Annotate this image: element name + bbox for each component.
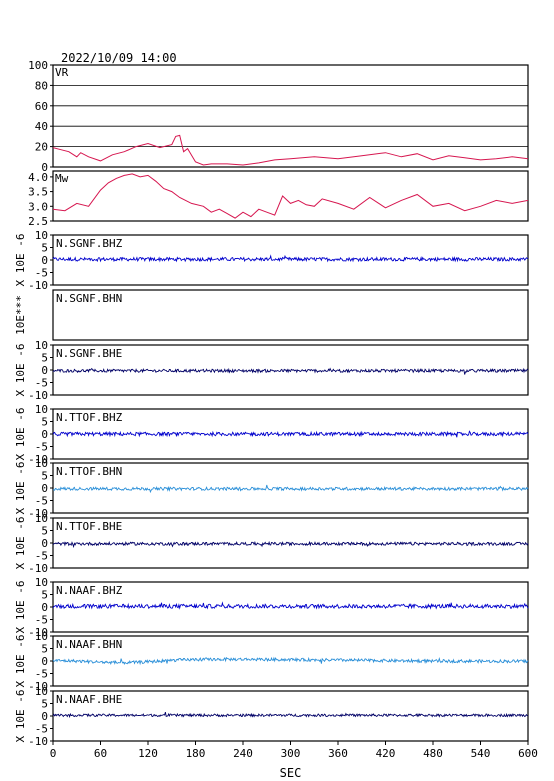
y-tick-label: 0: [41, 254, 48, 267]
unit-label: X 10E -6: [14, 635, 27, 688]
y-tick-label: 0: [41, 710, 48, 723]
y-tick-label: 5: [41, 525, 48, 538]
unit-label: X 10E -6: [14, 234, 27, 287]
y-tick-label: 10: [35, 403, 48, 416]
panel-frame: [52, 635, 529, 687]
station-label: N.SGNF.BHZ: [56, 237, 123, 250]
station-label: N.SGNF.BHN: [56, 292, 122, 305]
series-line: [52, 134, 529, 166]
y-tick-label: 0: [41, 428, 48, 441]
y-tick-label: -10: [28, 389, 48, 402]
series-line: [52, 711, 529, 719]
y-tick-label: 5: [41, 698, 48, 711]
y-tick-label: -5: [35, 377, 48, 390]
y-tick-label: 5: [41, 242, 48, 255]
y-tick-label: 3.0: [28, 200, 48, 213]
unit-label: X 10E -6: [14, 462, 27, 515]
y-tick-label: -5: [35, 495, 48, 508]
y-tick-label: 5: [41, 470, 48, 483]
panel-frame: [52, 170, 529, 222]
unit-label: X 10E -6: [14, 344, 27, 397]
y-tick-label: 2.5: [28, 215, 48, 228]
series-line: [52, 430, 529, 438]
y-tick-label: 0: [41, 537, 48, 550]
unit-label: X 10E -6: [14, 690, 27, 743]
y-tick-label: 4.0: [28, 171, 48, 184]
y-tick-label: -10: [28, 279, 48, 292]
series-line: [52, 656, 529, 666]
y-tick-label: -5: [35, 668, 48, 681]
y-tick-label: -10: [28, 680, 48, 693]
y-tick-label: -10: [28, 626, 48, 639]
y-tick-label: 0: [41, 601, 48, 614]
y-tick-label: 100: [28, 59, 48, 72]
series-line: [52, 601, 529, 610]
y-tick-label: 10: [35, 512, 48, 525]
y-tick-label: 0: [41, 482, 48, 495]
y-tick-label: 20: [35, 141, 48, 154]
y-tick-label: 5: [41, 352, 48, 365]
x-axis-label: SEC: [280, 766, 302, 780]
y-tick-label: 10: [35, 576, 48, 589]
station-label: N.NAAF.BHE: [56, 693, 122, 706]
station-label: N.SGNF.BHE: [56, 347, 122, 360]
x-tick-label: 540: [471, 747, 491, 760]
x-tick-label: 240: [233, 747, 253, 760]
y-tick-label: -5: [35, 550, 48, 563]
series-line: [52, 540, 529, 549]
y-tick-label: 10: [35, 457, 48, 470]
unit-label: 10E***: [14, 295, 27, 335]
unit-label: X 10E -6: [14, 581, 27, 634]
y-tick-label: 40: [35, 120, 48, 133]
series-line: [52, 484, 529, 494]
series-line: [52, 254, 529, 263]
y-tick-label: 3.5: [28, 186, 48, 199]
x-tick-label: 180: [186, 747, 206, 760]
x-tick-label: 480: [423, 747, 443, 760]
station-label: N.NAAF.BHN: [56, 638, 122, 651]
y-tick-label: 10: [35, 339, 48, 352]
x-tick-label: 0: [50, 747, 57, 760]
panel-label: VR: [55, 66, 69, 79]
panel-frame: [52, 289, 529, 341]
header-timestamp: 2022/10/09 14:00: [61, 51, 177, 65]
y-tick-label: -5: [35, 267, 48, 280]
y-tick-label: 5: [41, 589, 48, 602]
y-tick-label: -5: [35, 614, 48, 627]
y-tick-label: 10: [35, 229, 48, 242]
station-label: N.TTOF.BHN: [56, 465, 122, 478]
x-tick-label: 420: [376, 747, 396, 760]
y-tick-label: -5: [35, 723, 48, 736]
y-tick-label: 0: [41, 364, 48, 377]
unit-label: X 10E -6: [14, 408, 27, 461]
y-tick-label: 5: [41, 643, 48, 656]
panel-frame: [52, 234, 529, 286]
x-tick-label: 120: [138, 747, 158, 760]
y-tick-label: 80: [35, 79, 48, 92]
station-label: N.NAAF.BHZ: [56, 584, 123, 597]
y-tick-label: 0: [41, 655, 48, 668]
y-tick-label: 60: [35, 100, 48, 113]
series-line: [52, 367, 529, 375]
station-label: N.TTOF.BHZ: [56, 411, 123, 424]
x-tick-label: 60: [94, 747, 107, 760]
y-tick-label: -10: [28, 562, 48, 575]
panel-label: Mw: [55, 172, 69, 185]
x-tick-label: 360: [328, 747, 348, 760]
y-tick-label: 10: [35, 685, 48, 698]
y-tick-label: -10: [28, 453, 48, 466]
y-tick-label: 5: [41, 416, 48, 429]
unit-label: X 10E -6: [14, 517, 27, 570]
series-line: [52, 173, 529, 219]
station-label: N.TTOF.BHE: [56, 520, 122, 533]
y-tick-label: -5: [35, 441, 48, 454]
y-tick-label: -10: [28, 735, 48, 748]
x-tick-label: 600: [518, 747, 538, 760]
x-tick-label: 300: [281, 747, 301, 760]
y-tick-label: 10: [35, 630, 48, 643]
panel-frame: [52, 64, 529, 168]
y-tick-label: -10: [28, 507, 48, 520]
y-tick-label: 0: [41, 161, 48, 174]
